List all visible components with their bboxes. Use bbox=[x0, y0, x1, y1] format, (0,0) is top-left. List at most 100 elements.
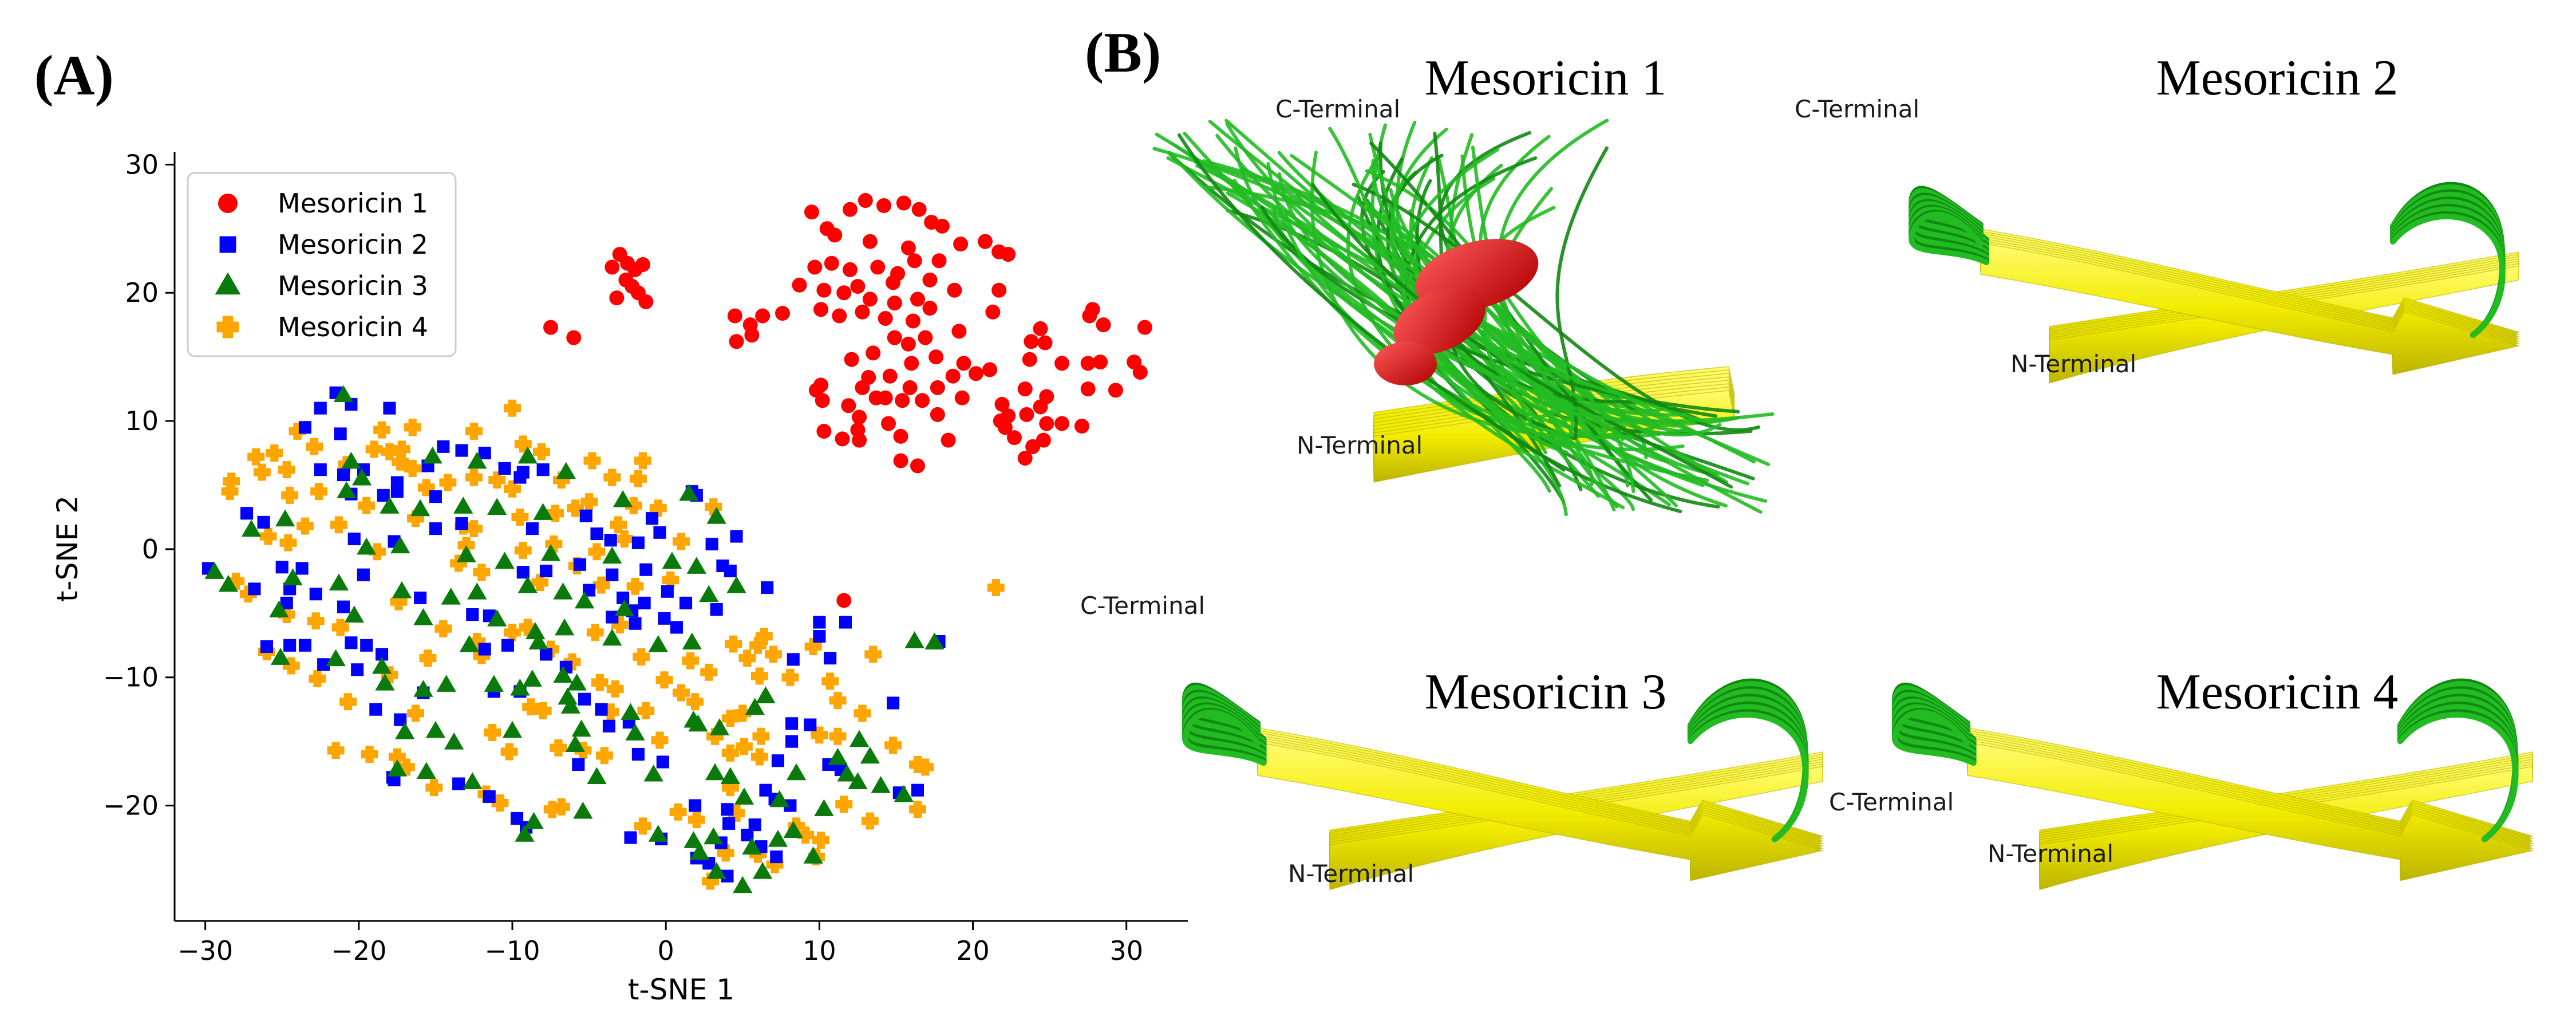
scatter-point-mesoricin-4 bbox=[916, 758, 934, 776]
scatter-point-mesoricin-4 bbox=[829, 692, 847, 709]
scatter-point-mesoricin-3 bbox=[425, 720, 446, 738]
panel-b-label: (B) bbox=[1085, 21, 1161, 84]
scatter-point-mesoricin-4 bbox=[500, 743, 518, 761]
scatter-point-mesoricin-4 bbox=[764, 645, 782, 663]
scatter-point-mesoricin-1 bbox=[895, 393, 910, 408]
y-tick-label: 20 bbox=[125, 277, 159, 308]
scatter-point-mesoricin-4 bbox=[637, 702, 655, 719]
scatter-point-mesoricin-3 bbox=[495, 552, 515, 569]
scatter-point-mesoricin-2 bbox=[309, 588, 322, 601]
scatter-point-mesoricin-1 bbox=[836, 285, 852, 301]
scatter-point-mesoricin-2 bbox=[689, 799, 702, 812]
scatter-point-mesoricin-3 bbox=[372, 656, 392, 674]
legend-marker bbox=[219, 236, 236, 253]
scatter-point-mesoricin-4 bbox=[289, 423, 306, 440]
scatter-point-mesoricin-3 bbox=[517, 446, 538, 464]
legend-frame bbox=[187, 172, 457, 357]
scatter-point-mesoricin-3 bbox=[459, 635, 480, 652]
mesoricin-2-c-terminal-label: C-Terminal bbox=[1795, 95, 1919, 123]
scatter-point-mesoricin-4 bbox=[738, 649, 756, 667]
scatter-point-mesoricin-3 bbox=[683, 831, 704, 848]
scatter-point-mesoricin-4 bbox=[404, 459, 421, 477]
scatter-point-mesoricin-4 bbox=[592, 576, 610, 594]
scatter-point-mesoricin-2 bbox=[724, 564, 737, 577]
y-tick-label: 10 bbox=[125, 405, 159, 436]
scatter-point-mesoricin-1 bbox=[866, 345, 881, 361]
scatter-point-mesoricin-3 bbox=[392, 581, 412, 598]
scatter-point-mesoricin-3 bbox=[522, 670, 543, 687]
scatter-point-mesoricin-4 bbox=[588, 543, 606, 561]
scatter-point-mesoricin-2 bbox=[240, 507, 254, 520]
scatter-point-mesoricin-2 bbox=[710, 603, 723, 616]
scatter-point-mesoricin-1 bbox=[968, 366, 983, 381]
y-ticks: −20 −10 0 10 20 30 bbox=[103, 149, 175, 821]
scatter-point-mesoricin-3 bbox=[756, 686, 776, 703]
scatter-point-mesoricin-2 bbox=[345, 636, 358, 649]
scatter-point-mesoricin-2 bbox=[377, 489, 390, 502]
scatter-point-mesoricin-2 bbox=[283, 639, 297, 652]
scatter-point-mesoricin-1 bbox=[1019, 407, 1034, 422]
scatter-point-mesoricin-4 bbox=[511, 508, 529, 526]
scatter-point-mesoricin-2 bbox=[590, 527, 603, 541]
scatter-point-mesoricin-4 bbox=[884, 737, 902, 754]
scatter-point-mesoricin-1 bbox=[1017, 381, 1033, 397]
mesoricin-1-c-terminal-label: C-Terminal bbox=[1275, 95, 1400, 123]
scatter-point-mesoricin-1 bbox=[861, 369, 876, 385]
scatter-point-mesoricin-2 bbox=[478, 643, 491, 656]
scatter-point-mesoricin-1 bbox=[1024, 334, 1039, 349]
mesoricin-1-n-terminal-label: N-Terminal bbox=[1297, 431, 1423, 459]
scatter-point-mesoricin-2 bbox=[437, 440, 450, 453]
scatter-point-mesoricin-2 bbox=[730, 530, 743, 543]
scatter-point-mesoricin-4 bbox=[749, 636, 767, 654]
scatter-point-mesoricin-4 bbox=[797, 826, 815, 844]
scatter-point-mesoricin-1 bbox=[792, 277, 807, 293]
scatter-point-mesoricin-2 bbox=[334, 427, 347, 440]
scatter-point-mesoricin-1 bbox=[1017, 450, 1033, 466]
scatter-point-mesoricin-3 bbox=[524, 812, 544, 829]
mesoricin-3-title: Mesoricin 3 bbox=[1425, 664, 1667, 720]
scatter-point-mesoricin-3 bbox=[413, 680, 433, 697]
scatter-point-mesoricin-4 bbox=[734, 704, 752, 722]
scatter-point-mesoricin-4 bbox=[736, 738, 753, 755]
scatter-point-mesoricin-2 bbox=[375, 648, 389, 661]
scatter-point-mesoricin-4 bbox=[307, 612, 325, 630]
scatter-point-mesoricin-3 bbox=[720, 767, 740, 785]
scatter-point-mesoricin-2 bbox=[606, 568, 619, 581]
scatter-point-mesoricin-3 bbox=[275, 509, 295, 527]
y-tick-label: 30 bbox=[125, 149, 159, 180]
scatter-point-mesoricin-3 bbox=[849, 730, 870, 747]
scatter-point-mesoricin-4 bbox=[649, 499, 667, 517]
scatter-point-mesoricin-4 bbox=[465, 468, 483, 486]
scatter-point-mesoricin-2 bbox=[369, 703, 382, 716]
scatter-point-mesoricin-4 bbox=[281, 486, 299, 504]
legend-entry-label: Mesoricin 3 bbox=[278, 270, 428, 301]
scatter-point-mesoricin-1 bbox=[605, 259, 620, 275]
scatter-point-mesoricin-2 bbox=[679, 596, 693, 609]
scatter-point-mesoricin-1 bbox=[1033, 321, 1048, 336]
scatter-point-mesoricin-3 bbox=[413, 608, 433, 625]
scatter-point-mesoricin-4 bbox=[567, 499, 584, 517]
scatter-point-mesoricin-2 bbox=[526, 522, 539, 535]
mesoricin-2-n-terminal-label: N-Terminal bbox=[2010, 350, 2136, 378]
scatter-point-mesoricin-2 bbox=[631, 747, 645, 761]
scatter-point-mesoricin-1 bbox=[1022, 352, 1037, 367]
scatter-point-mesoricin-3 bbox=[587, 767, 607, 785]
scatter-point-mesoricin-1 bbox=[1036, 432, 1051, 448]
scatter-point-mesoricin-2 bbox=[602, 719, 616, 733]
scatter-point-mesoricin-1 bbox=[850, 279, 866, 294]
scatter-point-mesoricin-4 bbox=[327, 742, 345, 759]
scatter-point-mesoricin-3 bbox=[241, 519, 262, 537]
scatter-point-mesoricin-3 bbox=[553, 582, 573, 600]
scatter-point-mesoricin-3 bbox=[526, 622, 546, 640]
scatter-point-mesoricin-1 bbox=[744, 328, 760, 343]
scatter-point-mesoricin-2 bbox=[748, 818, 761, 832]
scatter-point-mesoricin-4 bbox=[419, 649, 437, 667]
scatter-point-mesoricin-3 bbox=[690, 842, 710, 860]
scatter-point-mesoricin-1 bbox=[904, 356, 919, 371]
scatter-point-mesoricin-3 bbox=[467, 582, 487, 600]
scatter-point-mesoricin-4 bbox=[450, 554, 468, 572]
scatter-point-mesoricin-4 bbox=[547, 505, 564, 522]
scatter-point-mesoricin-4 bbox=[504, 624, 521, 641]
scatter-point-mesoricin-1 bbox=[852, 432, 867, 448]
scatter-point-mesoricin-1 bbox=[1054, 356, 1070, 371]
